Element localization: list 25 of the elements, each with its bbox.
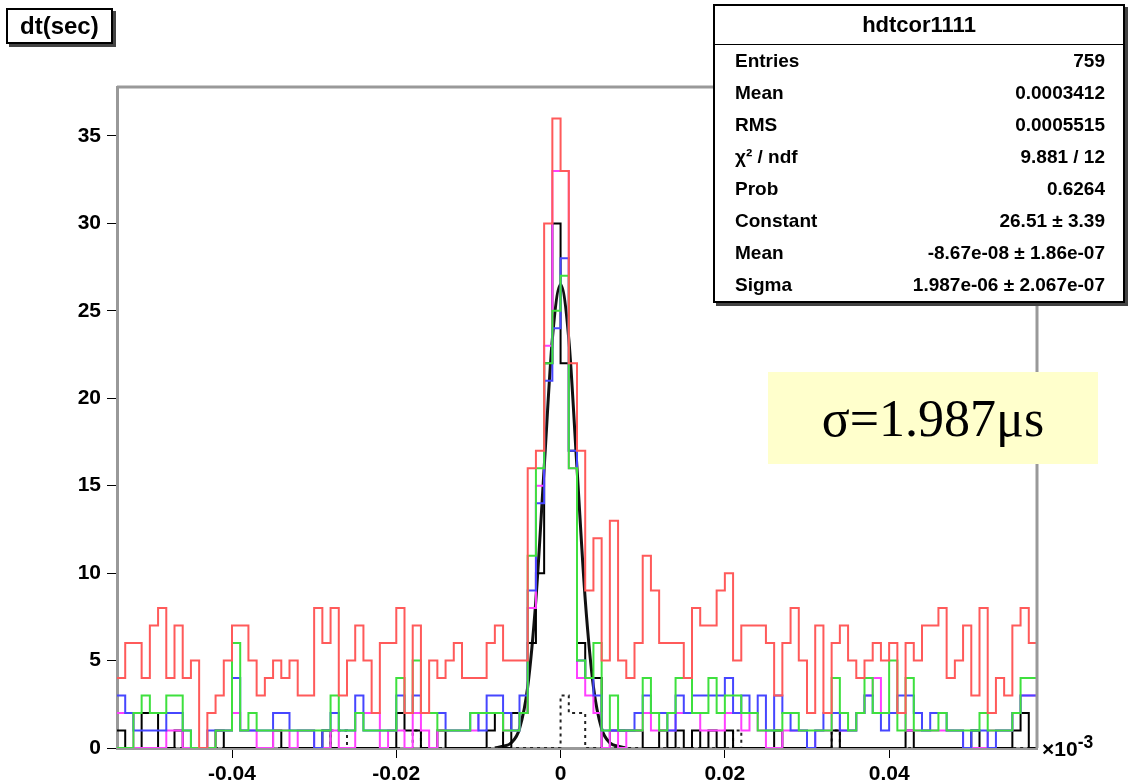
x-axis-title: ×10$^{-3}$	[1042, 732, 1094, 761]
y-tick-label: 20	[77, 385, 101, 409]
text: Constant 26.51 ± 3.39	[735, 210, 1105, 231]
y-tick-label: 5	[89, 647, 102, 671]
text: Mean -8.67e-08 ± 1.86e-07	[735, 242, 1105, 263]
x-tick-label: 0.04	[868, 761, 910, 784]
y-tick-label: 10	[77, 559, 101, 583]
text: RMS 0.0005515	[735, 114, 1105, 135]
text: Entries 759	[735, 50, 1105, 71]
x-tick-label: -0.02	[372, 761, 421, 784]
text: hdtcor1111	[715, 6, 1123, 45]
annotation: σ=1.987μs	[768, 372, 1098, 464]
text: Prob 0.6264	[735, 178, 1105, 199]
chart-title: dt(sec)	[6, 8, 113, 44]
y-tick-label: 25	[77, 297, 102, 321]
y-tick-label: 35	[77, 122, 102, 146]
x-tick-label: 0.02	[704, 761, 746, 784]
text: Mean 0.0003412	[735, 82, 1105, 103]
y-tick-label: 0	[89, 734, 101, 758]
text: Sigma 1.987e-06 ± 2.067e-07	[735, 274, 1105, 295]
text: χ² / ndf 9.881 / 12	[735, 146, 1105, 167]
x-tick-label: 0	[554, 761, 567, 784]
x-tick-label: -0.04	[208, 761, 257, 784]
y-tick-label: 15	[77, 472, 102, 496]
y-tick-label: 30	[77, 210, 101, 234]
